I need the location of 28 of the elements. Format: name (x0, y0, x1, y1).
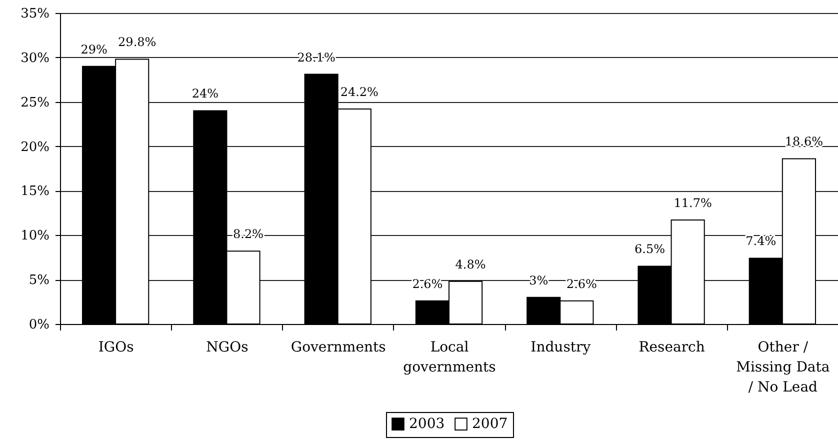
data-label: 4.8% (455, 257, 486, 272)
data-label: 6.5% (634, 242, 665, 256)
y-tick-label: 0% (28, 318, 50, 332)
data-label: 24% (192, 86, 219, 101)
legend-label: 2007 (472, 416, 508, 432)
x-tick-label: Industry (530, 340, 591, 356)
x-tick-label: Research (638, 340, 705, 356)
data-label: 18.6% (784, 134, 824, 149)
legend-label: 2003 (409, 416, 445, 432)
y-tick-label: 5% (28, 273, 50, 288)
y-tick-label: 35% (20, 6, 50, 22)
data-label: 2.6% (412, 276, 443, 291)
data-label: 2.6% (566, 276, 597, 291)
data-label: 29% (80, 42, 108, 56)
y-tick-label: 25% (20, 95, 50, 110)
data-label: 29.8% (118, 35, 156, 50)
x-tick-label: Local governments (403, 340, 496, 376)
x-tick-label: Governments (290, 340, 386, 356)
y-tick-label: 20% (20, 140, 50, 155)
data-label: 24.2% (340, 84, 378, 99)
y-tick-label: 30% (20, 50, 50, 66)
y-tick-label: 10% (20, 228, 50, 244)
x-tick-label: IGOs (98, 340, 134, 356)
x-tick-label: NGOs (206, 340, 248, 356)
data-label: 7.4% (746, 234, 776, 248)
data-label: 11.7% (674, 196, 712, 210)
y-tick-label: 15% (20, 184, 50, 200)
x-tick-label: Other / Missing Data / No Lead (736, 340, 830, 396)
